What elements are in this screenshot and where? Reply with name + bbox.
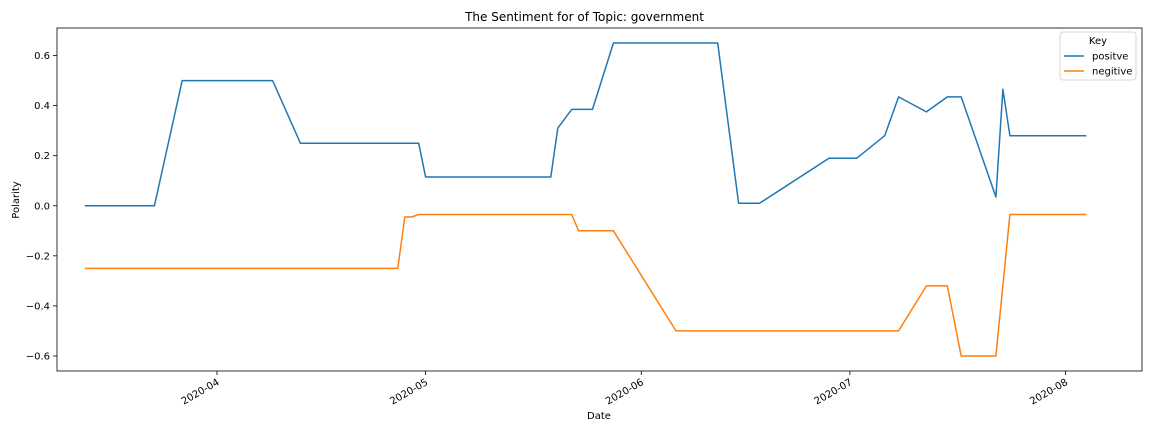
y-axis-label: Polarity	[11, 181, 22, 219]
x-axis-label: Date	[587, 411, 611, 422]
x-tick-label: 2020-05	[388, 377, 430, 407]
y-tick-label: −0.6	[26, 351, 50, 362]
series-line-negitive	[84, 213, 1087, 357]
y-tick-label: 0.6	[34, 51, 50, 62]
x-tick-label: 2020-08	[1028, 377, 1070, 407]
plot-frame	[56, 27, 1143, 372]
y-tick-label: −0.4	[26, 301, 50, 312]
x-tick-label: 2020-06	[604, 377, 646, 407]
chart-title: The Sentiment for of Topic: government	[464, 10, 704, 24]
legend-label-negitive: negitive	[1092, 67, 1132, 78]
series-line-positve	[84, 42, 1087, 207]
legend-box	[1059, 31, 1137, 81]
x-axis: 2020-04 2020-05 2020-06 2020-07 2020-08	[180, 371, 1070, 407]
y-tick-label: −0.2	[26, 251, 50, 262]
y-axis: 0.6 0.4 0.2 0.0 −0.2 −0.4 −0.6	[26, 51, 57, 362]
y-tick-label: 0.2	[34, 151, 50, 162]
x-tick-label: 2020-04	[180, 377, 222, 407]
y-tick-label: 0.0	[34, 201, 50, 212]
x-tick-label: 2020-07	[813, 377, 855, 407]
y-tick-label: 0.4	[34, 101, 50, 112]
legend: Key positve negitive	[1059, 31, 1137, 81]
legend-title: Key	[1089, 36, 1107, 47]
legend-label-positve: positve	[1092, 52, 1128, 63]
series-layer	[84, 42, 1087, 357]
